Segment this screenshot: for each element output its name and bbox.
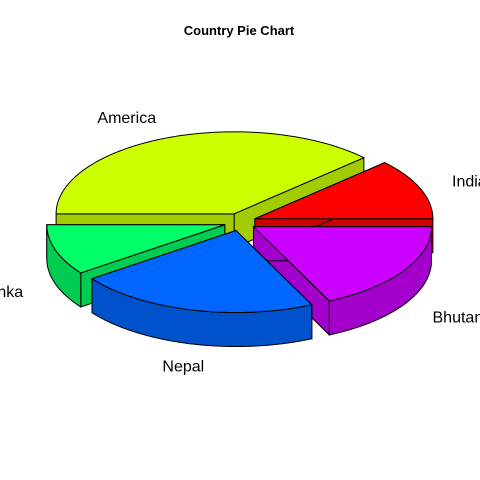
slice-label-nepal: Nepal: [162, 358, 204, 375]
chart-title: Country Pie Chart: [184, 23, 295, 38]
slice-top-face: [55, 131, 366, 215]
pie-slices: [46, 131, 434, 348]
slice-label-america: America: [97, 110, 156, 127]
pie-labels: India America Shri Lanka Nepal Bhutan: [0, 110, 480, 375]
slice-top-face: [254, 162, 434, 220]
slice-label-india: India: [452, 174, 480, 191]
slice-label-shri-lanka: Shri Lanka: [0, 284, 23, 301]
slice-label-bhutan: Bhutan: [433, 309, 480, 326]
slice-top-face: [46, 224, 225, 274]
pie-slice-nepal: [90, 229, 313, 348]
slice-top-face: [252, 226, 433, 302]
slice-top-face: [90, 229, 313, 314]
